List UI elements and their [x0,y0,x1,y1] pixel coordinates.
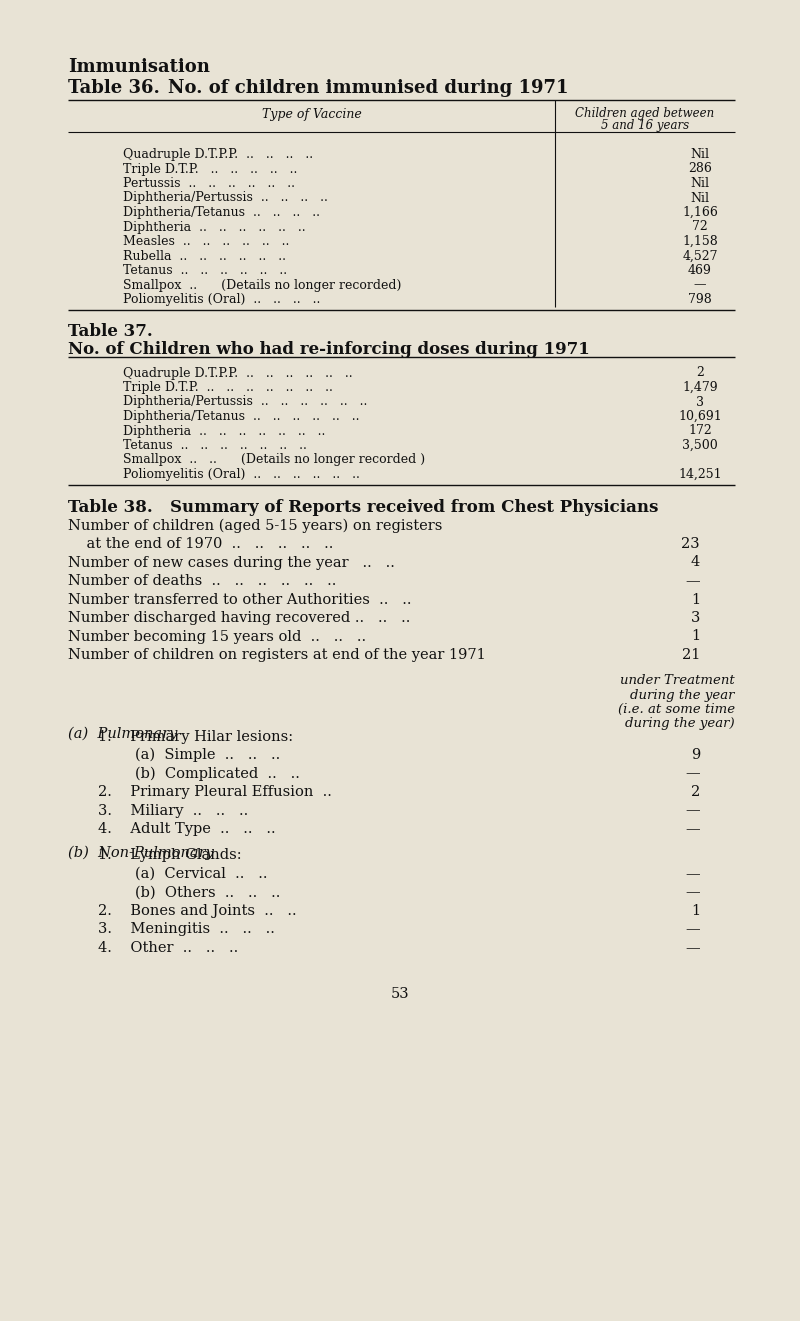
Text: (b)  Others  ..   ..   ..: (b) Others .. .. .. [98,885,280,900]
Text: Number transferred to other Authorities  ..   ..: Number transferred to other Authorities … [68,593,411,606]
Text: 1,158: 1,158 [682,235,718,248]
Text: Pertussis  ..   ..   ..   ..   ..   ..: Pertussis .. .. .. .. .. .. [123,177,295,190]
Text: 2: 2 [690,785,700,799]
Text: Number of children on registers at end of the year 1971: Number of children on registers at end o… [68,649,486,662]
Text: Table 36.: Table 36. [68,79,160,96]
Text: Table 37.: Table 37. [68,324,153,341]
Text: 469: 469 [688,264,712,277]
Text: 1: 1 [691,593,700,606]
Text: —: — [686,867,700,881]
Text: Diphtheria/Pertussis  ..   ..   ..   ..: Diphtheria/Pertussis .. .. .. .. [123,192,328,205]
Text: (i.e. at some time: (i.e. at some time [618,703,735,716]
Text: Quadruple D.T.P.P.  ..   ..   ..   ..: Quadruple D.T.P.P. .. .. .. .. [123,148,313,161]
Text: Measles  ..   ..   ..   ..   ..   ..: Measles .. .. .. .. .. .. [123,235,290,248]
Text: (b)  Complicated  ..   ..: (b) Complicated .. .. [98,766,300,781]
Text: (a)  Cervical  ..   ..: (a) Cervical .. .. [98,867,267,881]
Text: (b)  Non-Pulmonary: (b) Non-Pulmonary [68,845,214,860]
Text: 14,251: 14,251 [678,468,722,481]
Text: Nil: Nil [690,177,710,190]
Text: 9: 9 [690,748,700,762]
Text: Nil: Nil [690,192,710,205]
Text: Diphtheria/Pertussis  ..   ..   ..   ..   ..   ..: Diphtheria/Pertussis .. .. .. .. .. .. [123,395,367,408]
Text: Children aged between: Children aged between [575,107,714,120]
Text: during the year): during the year) [626,716,735,729]
Text: 1: 1 [691,904,700,918]
Text: —: — [686,803,700,818]
Text: Number discharged having recovered ..   ..   ..: Number discharged having recovered .. ..… [68,612,410,625]
Text: —: — [686,822,700,836]
Text: Nil: Nil [690,148,710,161]
Text: Smallpox  ..   ..      (Details no longer recorded ): Smallpox .. .. (Details no longer record… [123,453,425,466]
Text: —: — [686,885,700,900]
Text: 1,166: 1,166 [682,206,718,219]
Text: 72: 72 [692,221,708,234]
Text: Poliomyelitis (Oral)  ..   ..   ..   ..   ..   ..: Poliomyelitis (Oral) .. .. .. .. .. .. [123,468,360,481]
Text: —: — [686,941,700,955]
Text: No. of Children who had re-inforcing doses during 1971: No. of Children who had re-inforcing dos… [68,341,590,358]
Text: 21: 21 [682,649,700,662]
Text: 3,500: 3,500 [682,439,718,452]
Text: Table 38.   Summary of Reports received from Chest Physicians: Table 38. Summary of Reports received fr… [68,498,658,515]
Text: —: — [686,922,700,937]
Text: 1: 1 [691,630,700,643]
Text: 172: 172 [688,424,712,437]
Text: 798: 798 [688,293,712,306]
Text: (a)  Simple  ..   ..   ..: (a) Simple .. .. .. [98,748,280,762]
Text: Diphtheria/Tetanus  ..   ..   ..   ..: Diphtheria/Tetanus .. .. .. .. [123,206,320,219]
Text: at the end of 1970  ..   ..   ..   ..   ..: at the end of 1970 .. .. .. .. .. [68,538,334,551]
Text: during the year: during the year [630,688,735,701]
Text: 3.    Miliary  ..   ..   ..: 3. Miliary .. .. .. [98,803,248,818]
Text: 5 and 16 years: 5 and 16 years [601,119,689,132]
Text: 23: 23 [682,538,700,551]
Text: Diphtheria  ..   ..   ..   ..   ..   ..   ..: Diphtheria .. .. .. .. .. .. .. [123,424,326,437]
Text: —: — [686,575,700,588]
Text: No. of children immunised during 1971: No. of children immunised during 1971 [168,79,569,96]
Text: Tetanus  ..   ..   ..   ..   ..   ..   ..: Tetanus .. .. .. .. .. .. .. [123,439,307,452]
Text: 2: 2 [696,366,704,379]
Text: Rubella  ..   ..   ..   ..   ..   ..: Rubella .. .. .. .. .. .. [123,250,286,263]
Text: Immunisation: Immunisation [68,58,210,77]
Text: Diphtheria  ..   ..   ..   ..   ..   ..: Diphtheria .. .. .. .. .. .. [123,221,306,234]
Text: 3.    Meningitis  ..   ..   ..: 3. Meningitis .. .. .. [98,922,275,937]
Text: Triple D.T.P.   ..   ..   ..   ..   ..: Triple D.T.P. .. .. .. .. .. [123,162,298,176]
Text: 4.    Adult Type  ..   ..   ..: 4. Adult Type .. .. .. [98,822,276,836]
Text: Poliomyelitis (Oral)  ..   ..   ..   ..: Poliomyelitis (Oral) .. .. .. .. [123,293,320,306]
Text: —: — [686,766,700,781]
Text: 1,479: 1,479 [682,380,718,394]
Text: 10,691: 10,691 [678,410,722,423]
Text: 4.    Other  ..   ..   ..: 4. Other .. .. .. [98,941,238,955]
Text: Quadruple D.T.P.P.  ..   ..   ..   ..   ..   ..: Quadruple D.T.P.P. .. .. .. .. .. .. [123,366,353,379]
Text: Number becoming 15 years old  ..   ..   ..: Number becoming 15 years old .. .. .. [68,630,366,643]
Text: 53: 53 [390,988,410,1001]
Text: 3: 3 [690,612,700,625]
Text: 2.    Primary Pleural Effusion  ..: 2. Primary Pleural Effusion .. [98,785,332,799]
Text: Number of children (aged 5-15 years) on registers: Number of children (aged 5-15 years) on … [68,519,442,532]
Text: Number of deaths  ..   ..   ..   ..   ..   ..: Number of deaths .. .. .. .. .. .. [68,575,336,588]
Text: 3: 3 [696,395,704,408]
Text: Number of new cases during the year   ..   ..: Number of new cases during the year .. .… [68,556,395,569]
Text: Diphtheria/Tetanus  ..   ..   ..   ..   ..   ..: Diphtheria/Tetanus .. .. .. .. .. .. [123,410,359,423]
Text: Triple D.T.P.  ..   ..   ..   ..   ..   ..   ..: Triple D.T.P. .. .. .. .. .. .. .. [123,380,333,394]
Text: —: — [694,279,706,292]
Text: 4,527: 4,527 [682,250,718,263]
Text: Smallpox  ..      (Details no longer recorded): Smallpox .. (Details no longer recorded) [123,279,402,292]
Text: Tetanus  ..   ..   ..   ..   ..   ..: Tetanus .. .. .. .. .. .. [123,264,287,277]
Text: 1.    Primary Hilar lesions:: 1. Primary Hilar lesions: [98,729,293,744]
Text: 1.    Lymph Glands:: 1. Lymph Glands: [98,848,242,863]
Text: Type of Vaccine: Type of Vaccine [262,108,362,122]
Text: 286: 286 [688,162,712,176]
Text: (a)  Pulmonary: (a) Pulmonary [68,727,178,741]
Text: 2.    Bones and Joints  ..   ..: 2. Bones and Joints .. .. [98,904,297,918]
Text: 4: 4 [690,556,700,569]
Text: under Treatment: under Treatment [620,675,735,687]
